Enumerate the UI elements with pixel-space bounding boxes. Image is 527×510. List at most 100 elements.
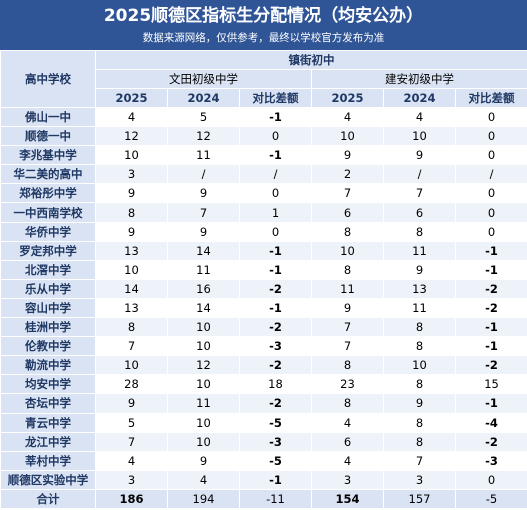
- cell: -2: [454, 431, 527, 452]
- school-name: 华二美的高中: [0, 164, 96, 185]
- cell: 13: [95, 240, 168, 261]
- cell: -1: [239, 106, 312, 128]
- cell: -1: [454, 317, 527, 338]
- row: 华二美的高中 3//2//: [0, 164, 527, 185]
- group-header: 镇街初中: [94, 50, 527, 70]
- cell: 9: [95, 221, 168, 242]
- cell: 14: [95, 278, 168, 299]
- cell: 4: [95, 450, 168, 471]
- cell: 194: [167, 488, 240, 509]
- column-header: 2024: [167, 88, 240, 108]
- school-name: 青云中学: [0, 412, 96, 433]
- row: 乐从中学 14 16 -2 11 13 -2: [0, 278, 527, 299]
- cell: 9: [167, 183, 240, 204]
- cell: 8: [95, 202, 168, 223]
- cell: 15: [454, 374, 527, 395]
- cell: 10: [167, 317, 240, 338]
- row: 顺德一中 12 12 0 10 10 0: [0, 126, 527, 147]
- cell: 4: [311, 106, 384, 128]
- school-name: 郑裕彤中学: [0, 183, 96, 204]
- cell: 12: [167, 126, 240, 147]
- cell: 28: [95, 374, 168, 395]
- cell: 157: [383, 488, 456, 509]
- cell: /: [239, 164, 312, 185]
- cell: 8: [311, 259, 384, 280]
- cell: 13: [95, 297, 168, 319]
- cell: -1: [239, 145, 312, 166]
- header: 2025顺德区指标生分配情况（均安公办） 数据来源网络，仅供参考，最终以学校官方…: [0, 0, 527, 50]
- cell: -2: [239, 393, 312, 414]
- cell: -3: [239, 431, 312, 452]
- cell: 7: [167, 202, 240, 223]
- cell: -1: [239, 297, 312, 319]
- cell: 10: [383, 355, 456, 376]
- row: 杏坛中学 9 11 -2 8 9 -1: [0, 393, 527, 414]
- cell: 14: [167, 240, 240, 261]
- row: 佛山一中 4 5 -1 4 4 0: [0, 106, 527, 128]
- cell: 10: [167, 374, 240, 395]
- cell: 6: [311, 431, 384, 452]
- school-name: 罗定邦中学: [0, 240, 96, 261]
- cell: -3: [454, 450, 527, 471]
- cell: 154: [311, 488, 384, 509]
- cell: 10: [311, 240, 384, 261]
- cell: -2: [454, 278, 527, 299]
- cell: 11: [167, 393, 240, 414]
- corner-header: 高中学校: [0, 50, 96, 108]
- cell: 3: [95, 164, 168, 185]
- cell: 7: [311, 183, 384, 204]
- cell: 9: [311, 297, 384, 319]
- cell: /: [167, 164, 240, 185]
- column-header: 2025: [311, 88, 384, 108]
- school-header: 建安初级中学: [310, 69, 527, 89]
- cell: 4: [383, 106, 456, 128]
- school-name: 容山中学: [0, 297, 96, 319]
- cell: 4: [95, 106, 168, 128]
- school-name: 华侨中学: [0, 221, 96, 242]
- cell: 10: [167, 412, 240, 433]
- school-name: 乐从中学: [0, 278, 96, 299]
- cell: 9: [167, 221, 240, 242]
- cell: 0: [239, 183, 312, 204]
- school-name: 杏坛中学: [0, 393, 96, 414]
- column-header: 2025: [95, 88, 168, 108]
- cell: 16: [167, 278, 240, 299]
- cell: 8: [95, 317, 168, 338]
- cell: -3: [239, 336, 312, 357]
- subtitle: 数据来源网络，仅供参考，最终以学校官方发布为准: [142, 32, 385, 44]
- cell: 9: [383, 145, 456, 166]
- cell: 7: [311, 317, 384, 338]
- school-name: 龙江中学: [0, 431, 96, 452]
- cell: -1: [454, 259, 527, 280]
- cell: 0: [454, 469, 527, 490]
- school-name: 北滘中学: [0, 259, 96, 280]
- cell: 10: [95, 355, 168, 376]
- cell: -2: [454, 297, 527, 319]
- cell: 3: [95, 469, 168, 490]
- cell: 0: [454, 202, 527, 223]
- cell: 0: [454, 145, 527, 166]
- cell: 8: [383, 336, 456, 357]
- column-header: 2024: [383, 88, 456, 108]
- cell: -1: [239, 259, 312, 280]
- school-name: 佛山一中: [0, 106, 96, 128]
- row: 均安中学 28 10 18 23 8 15: [0, 374, 527, 395]
- cell: 10: [167, 431, 240, 452]
- row: 合计 186 194 -11 154 157 -5: [0, 488, 527, 509]
- cell: 8: [383, 412, 456, 433]
- cell: 12: [95, 126, 168, 147]
- school-name: 勒流中学: [0, 355, 96, 376]
- cell: 7: [95, 336, 168, 357]
- row: 一中西南学校 8 7 1 6 6 0: [0, 202, 527, 223]
- cell: -5: [239, 412, 312, 433]
- cell: 5: [95, 412, 168, 433]
- cell: 8: [383, 431, 456, 452]
- cell: 0: [239, 221, 312, 242]
- school-header: 文田初级中学: [95, 69, 312, 89]
- cell: 9: [167, 450, 240, 471]
- cell: 9: [95, 183, 168, 204]
- cell: 0: [454, 126, 527, 147]
- cell: 10: [167, 336, 240, 357]
- cell: 12: [167, 355, 240, 376]
- row: 北滘中学 10 11 -1 8 9 -1: [0, 259, 527, 280]
